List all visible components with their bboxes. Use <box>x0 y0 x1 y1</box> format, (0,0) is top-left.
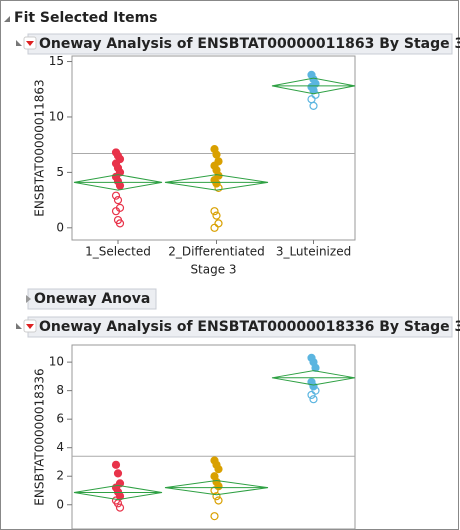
data-point <box>115 503 125 512</box>
y-tick-label: 4 <box>56 440 64 454</box>
data-point <box>115 219 125 228</box>
data-point <box>214 496 223 505</box>
x-axis-label: Stage 3 <box>190 263 236 277</box>
y-tick-label: 10 <box>49 355 64 369</box>
y-axis-label: ENSBTAT00000011863 <box>33 79 47 216</box>
data-point <box>210 512 219 521</box>
data-point <box>113 469 123 478</box>
data-point <box>212 492 221 501</box>
y-tick-label: 0 <box>56 220 64 234</box>
data-point <box>309 101 318 110</box>
y-tick-label: 15 <box>49 54 64 68</box>
data-point <box>210 223 219 232</box>
data-point <box>113 195 123 205</box>
data-point <box>111 207 121 216</box>
report-title: Fit Selected Items <box>14 10 158 26</box>
y-axis-label: ENSBTAT00000018336 <box>33 368 47 505</box>
data-point <box>214 219 223 228</box>
data-point <box>212 179 221 188</box>
y-tick-label: 2 <box>56 469 64 483</box>
data-point <box>212 211 221 220</box>
x-tick-label: 1_Selected <box>85 245 151 259</box>
means-diamond <box>73 484 163 501</box>
section-title: Oneway Anova <box>34 291 150 307</box>
data-point <box>214 464 223 474</box>
data-point <box>214 183 223 193</box>
red-triangle[interactable] <box>26 324 34 329</box>
data-point <box>309 395 318 404</box>
x-tick-label: 3_Luteinized <box>276 245 351 259</box>
disclosure-icon[interactable] <box>16 323 22 329</box>
data-point <box>111 191 121 200</box>
y-tick-label: 0 <box>56 497 64 511</box>
data-point <box>307 390 316 400</box>
data-point <box>212 150 221 159</box>
means-diamond <box>73 174 163 191</box>
y-tick-label: 5 <box>56 165 64 179</box>
y-tick-label: 8 <box>56 383 64 397</box>
data-point <box>311 90 320 99</box>
y-tick-label: 6 <box>56 412 64 426</box>
disclosure-icon[interactable] <box>16 40 22 46</box>
data-point <box>111 460 121 469</box>
means-diamond <box>164 174 269 191</box>
section-title: Oneway Analysis of ENSBTAT00000018336 By… <box>39 319 460 335</box>
data-point <box>115 181 125 190</box>
means-diamond <box>164 479 269 496</box>
disclosure-icon[interactable] <box>4 16 10 22</box>
section-title: Oneway Analysis of ENSBTAT00000011863 By… <box>39 36 460 52</box>
means-diamond <box>271 370 356 386</box>
data-point <box>210 207 219 216</box>
disclosure-icon[interactable] <box>26 295 31 303</box>
data-point <box>214 482 223 491</box>
y-tick-label: 10 <box>49 109 64 123</box>
x-tick-label: 2_Differentiated <box>168 245 265 259</box>
means-diamond <box>271 77 356 95</box>
data-point <box>309 382 318 391</box>
red-triangle[interactable] <box>26 41 34 46</box>
